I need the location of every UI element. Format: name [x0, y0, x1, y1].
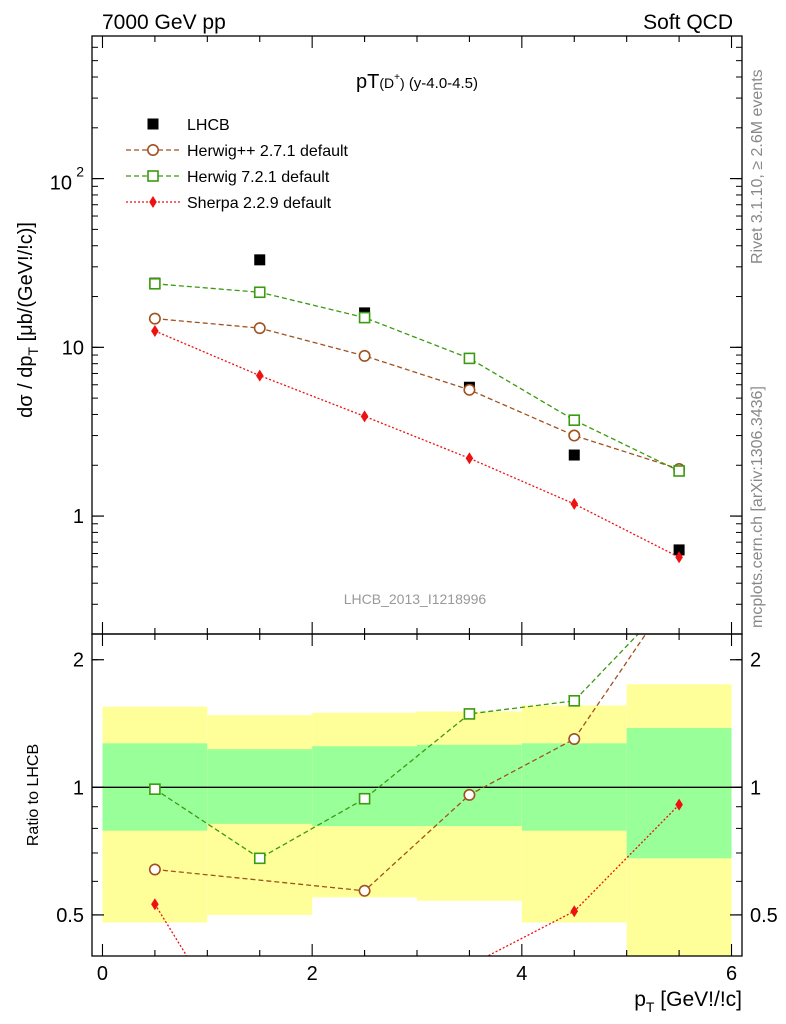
ratio-plot-marks [148, 634, 683, 956]
main-y-axis-label-sub: T [25, 347, 41, 356]
main-data-point [148, 312, 161, 325]
main-data-point [253, 286, 266, 299]
main-data-point [151, 324, 159, 337]
ratio-y-tick-label: 2 [73, 650, 84, 672]
ratio-y-tick-label: 1 [73, 777, 84, 799]
plot-title-sup: + [394, 72, 400, 83]
legend-marker [147, 144, 160, 157]
x-tick-label: 0 [97, 963, 108, 985]
x-axis-label-main: p [634, 988, 646, 1011]
ratio-y-tick-label-right: 1 [750, 777, 761, 799]
legend-label: Sherpa 2.2.9 default [187, 195, 332, 212]
main-y-axis-label-main: dσ / dp [15, 356, 37, 418]
header-left: 7000 GeV pp [102, 11, 226, 34]
ratio-series-line [154, 804, 680, 956]
main-data-point [358, 311, 371, 324]
main-y-axis-label: dσ / dpT [μb/(GeV!/!c)] [15, 222, 41, 418]
main-series-line [154, 283, 680, 472]
legend-marker [149, 196, 157, 208]
ratio-data-point [151, 898, 159, 911]
ratio-y-tick-label-right: 2 [750, 650, 761, 672]
legend-marker [147, 118, 159, 130]
ratio-y-axis-label: Ratio to LHCB [25, 744, 42, 846]
main-y-tick-sup: 2 [76, 164, 84, 180]
ratio-data-point [568, 733, 581, 746]
plot-title-main: pT [356, 71, 379, 93]
main-data-point [255, 369, 264, 382]
main-data-point [673, 544, 685, 556]
main-data-point [570, 497, 579, 510]
main-data-point [463, 383, 476, 396]
ratio-panel: 0.5 0.5 1 1 2 2 0 2 4 6 Ratio to LHCB pT [GeV!/!c… [25, 633, 778, 1015]
ratio-data-point [358, 884, 371, 897]
ratio-data-point [149, 783, 161, 795]
main-data-point [253, 322, 266, 335]
plot-title-close: ) [400, 75, 405, 91]
header-right: Soft QCD [643, 11, 733, 34]
main-series-line [154, 330, 680, 558]
main-data-point [149, 277, 161, 290]
ratio-data-point [148, 863, 161, 876]
main-data-point [568, 449, 580, 461]
ratio-band-inner [207, 749, 313, 824]
ratio-axes: 0.5 0.5 1 1 2 2 0 2 4 6 [56, 633, 778, 985]
main-series-line [154, 317, 680, 470]
ratio-y-tick-label: 0.5 [56, 905, 84, 927]
ratio-band-inner [312, 746, 417, 827]
main-data-point [360, 410, 369, 423]
ratio-band-inner [626, 728, 732, 859]
ratio-data-point [358, 792, 371, 805]
ratio-data-point [675, 798, 683, 811]
main-data-point [675, 551, 683, 564]
legend: LHCB Herwig++ 2.7.1 default Herwig 7.2.1 d… [126, 117, 349, 212]
main-y-tick-label: 1 [73, 506, 84, 528]
x-axis-label-sub: T [646, 999, 655, 1015]
main-data-point [465, 452, 474, 465]
ratio-data-point [463, 788, 476, 801]
legend-label: Herwig 7.2.1 default [187, 169, 330, 186]
x-tick-label: 2 [307, 963, 318, 985]
rivet-version-text: Rivet 3.1.10, ≥ 2.6M events [749, 69, 766, 264]
mcplots-text: mcplots.cern.ch [arXiv:1306.3436] [749, 386, 766, 628]
x-tick-label: 4 [516, 963, 527, 985]
x-tick-label: 6 [726, 963, 737, 985]
legend-label: LHCB [187, 117, 230, 134]
legend-marker [147, 170, 159, 182]
main-data-point [568, 429, 581, 442]
legend-label: Herwig++ 2.7.1 default [187, 143, 349, 160]
ratio-band-inner [417, 744, 522, 827]
main-plot-marks [148, 254, 686, 564]
plot-title: pT(D+) (y-4.0-4.5) [356, 71, 478, 93]
ratio-y-tick-label-right: 0.5 [750, 905, 778, 927]
main-data-point [254, 254, 266, 266]
plot-title-tail: (y-4.0-4.5) [409, 75, 478, 92]
ratio-uncertainty-bands [92, 684, 742, 956]
main-y-axis-label-tail: [μb/(GeV!/!c)] [15, 222, 37, 347]
main-data-point [568, 414, 581, 426]
x-axis-label-tail: [GeV!/!c] [654, 988, 742, 1011]
main-data-point [673, 465, 685, 477]
watermark: LHCB_2013_I1218996 [344, 591, 487, 607]
ratio-data-point [463, 708, 476, 720]
ratio-data-point [570, 905, 579, 918]
main-y-tick-label: 10 [62, 337, 84, 359]
main-data-point [463, 352, 476, 365]
ratio-series-line [154, 634, 640, 860]
main-y-tick-label: 10 [50, 173, 72, 195]
ratio-data-point [253, 852, 266, 865]
main-data-point [358, 349, 371, 362]
plot-title-sub: (D [379, 75, 394, 91]
ratio-data-point [568, 695, 581, 707]
x-axis-label: pT [GeV!/!c] [634, 988, 742, 1015]
